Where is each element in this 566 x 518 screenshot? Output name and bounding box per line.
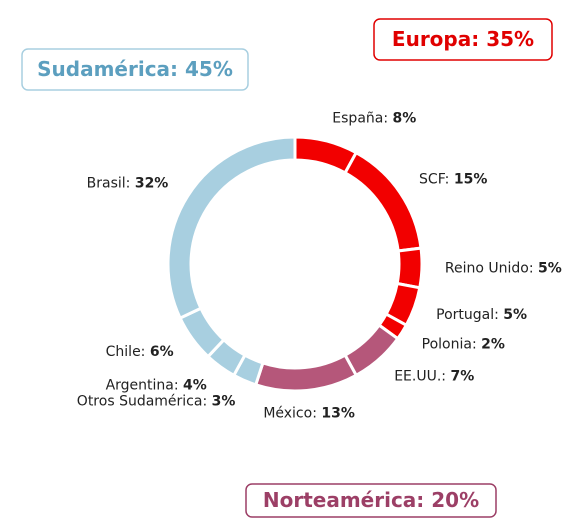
slice-value: 8% — [393, 111, 417, 127]
slice-value: 13% — [321, 405, 355, 421]
slice-label: México: 13% — [263, 405, 355, 421]
slice-name: Reino Unido: — [445, 261, 534, 277]
slice-value: 7% — [450, 369, 474, 385]
slice-value: 2% — [481, 336, 505, 352]
slice-value: 6% — [150, 344, 174, 360]
slice-name: Portugal: — [436, 307, 499, 323]
slice-name: Chile: — [106, 344, 146, 360]
slice-value: 15% — [454, 172, 488, 188]
group-box — [245, 483, 497, 518]
group-label: Europa: 35% — [392, 27, 534, 51]
slice-name: Polonia: — [422, 336, 477, 352]
slice-value: 3% — [212, 394, 236, 410]
slice-name: Otros Sudamérica: — [77, 394, 207, 410]
slice-label: Chile: 6% — [106, 344, 174, 360]
slice-label: Reino Unido: 5% — [445, 261, 562, 277]
slice — [166, 135, 297, 321]
slice — [395, 246, 424, 290]
group-label: Norteamérica: 20% — [263, 488, 479, 512]
slice-label: SCF: 15% — [419, 172, 487, 188]
slice-label: Brasil: 32% — [87, 176, 169, 192]
slice-name: EE.UU.: — [394, 369, 446, 385]
slice — [253, 353, 359, 393]
slice — [343, 150, 423, 253]
slice-label: Polonia: 2% — [422, 336, 505, 352]
slice-label: Portugal: 5% — [436, 307, 527, 323]
slice-label: EE.UU.: 7% — [394, 369, 474, 385]
slice-label: Otros Sudamérica: 3% — [77, 394, 236, 410]
slice-name: España: — [332, 111, 388, 127]
slice-name: México: — [263, 405, 317, 421]
slice-value: 5% — [538, 261, 562, 277]
slice-value: 32% — [135, 176, 169, 192]
group-box — [373, 18, 553, 61]
slice-value: 4% — [183, 377, 207, 393]
slice-value: 5% — [503, 307, 527, 323]
slice-label: Argentina: 4% — [106, 377, 207, 393]
slice-label: España: 8% — [332, 111, 416, 127]
group-box — [21, 48, 249, 91]
group-label: Sudamérica: 45% — [37, 57, 233, 81]
slice-name: Brasil: — [87, 176, 131, 192]
slice-name: Argentina: — [106, 377, 179, 393]
slice-name: SCF: — [419, 172, 449, 188]
